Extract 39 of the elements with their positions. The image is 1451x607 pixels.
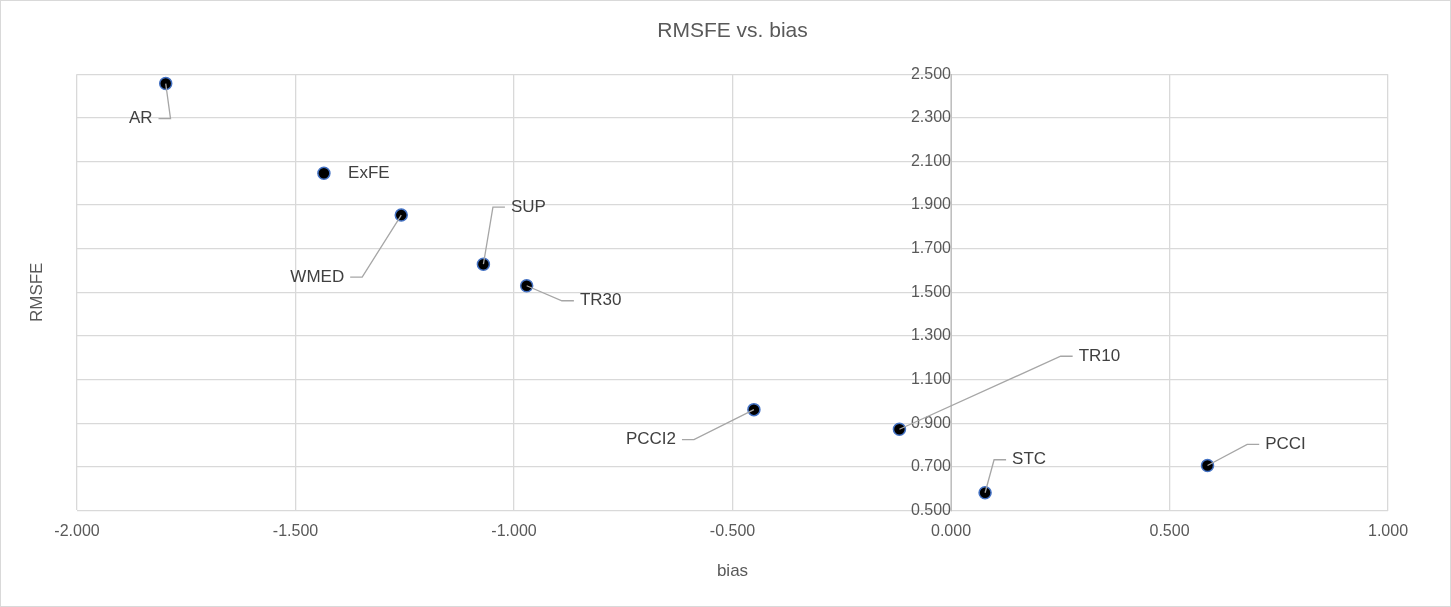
y-axis-title: RMSFE <box>26 262 46 323</box>
annotation: WMED <box>290 266 345 286</box>
x-tick-label: -1.000 <box>491 522 537 540</box>
point <box>394 208 408 222</box>
y-tick-label: 2.100 <box>910 151 952 169</box>
y-tick-label: 1.300 <box>910 326 952 344</box>
y-tick-label: 2.500 <box>910 64 952 82</box>
y-tick-label: 2.300 <box>910 108 952 126</box>
annotation: SUP <box>510 196 546 216</box>
x-tick-label: 0.500 <box>1149 522 1190 540</box>
y-tick-label: 1.500 <box>910 282 952 300</box>
y-tick-label: 1.700 <box>910 239 952 257</box>
annotation: ExFE <box>348 162 390 182</box>
y-tick-label: 1.100 <box>910 369 952 387</box>
chart-title: RMSFE vs. bias <box>657 18 808 42</box>
point <box>978 485 992 500</box>
y-tick-label: 0.700 <box>910 457 952 475</box>
point <box>519 279 534 293</box>
annotation: STC <box>1012 449 1047 469</box>
annotation: TR30 <box>579 290 622 310</box>
point <box>158 76 173 91</box>
y-tick-label: 0.900 <box>910 413 952 431</box>
y-tick-label: 0.500 <box>910 500 952 518</box>
annotation: PCCI2 <box>625 429 676 449</box>
point <box>317 166 331 180</box>
point <box>747 402 761 417</box>
annotation: PCCI <box>1265 434 1306 454</box>
x-tick-label: -1.500 <box>272 522 319 540</box>
point <box>892 422 907 437</box>
x-tick-label: -2.000 <box>54 522 100 540</box>
annotation: AR <box>128 108 153 128</box>
point <box>1200 458 1215 473</box>
x-tick-label: 1.000 <box>1367 522 1409 540</box>
y-tick-label: 1.900 <box>910 195 952 213</box>
x-axis-title: bias <box>716 561 749 581</box>
x-tick-label: 0.000 <box>930 522 972 540</box>
x-tick-label: -0.500 <box>709 522 756 540</box>
annotation: TR10 <box>1078 345 1121 365</box>
point <box>476 257 491 271</box>
